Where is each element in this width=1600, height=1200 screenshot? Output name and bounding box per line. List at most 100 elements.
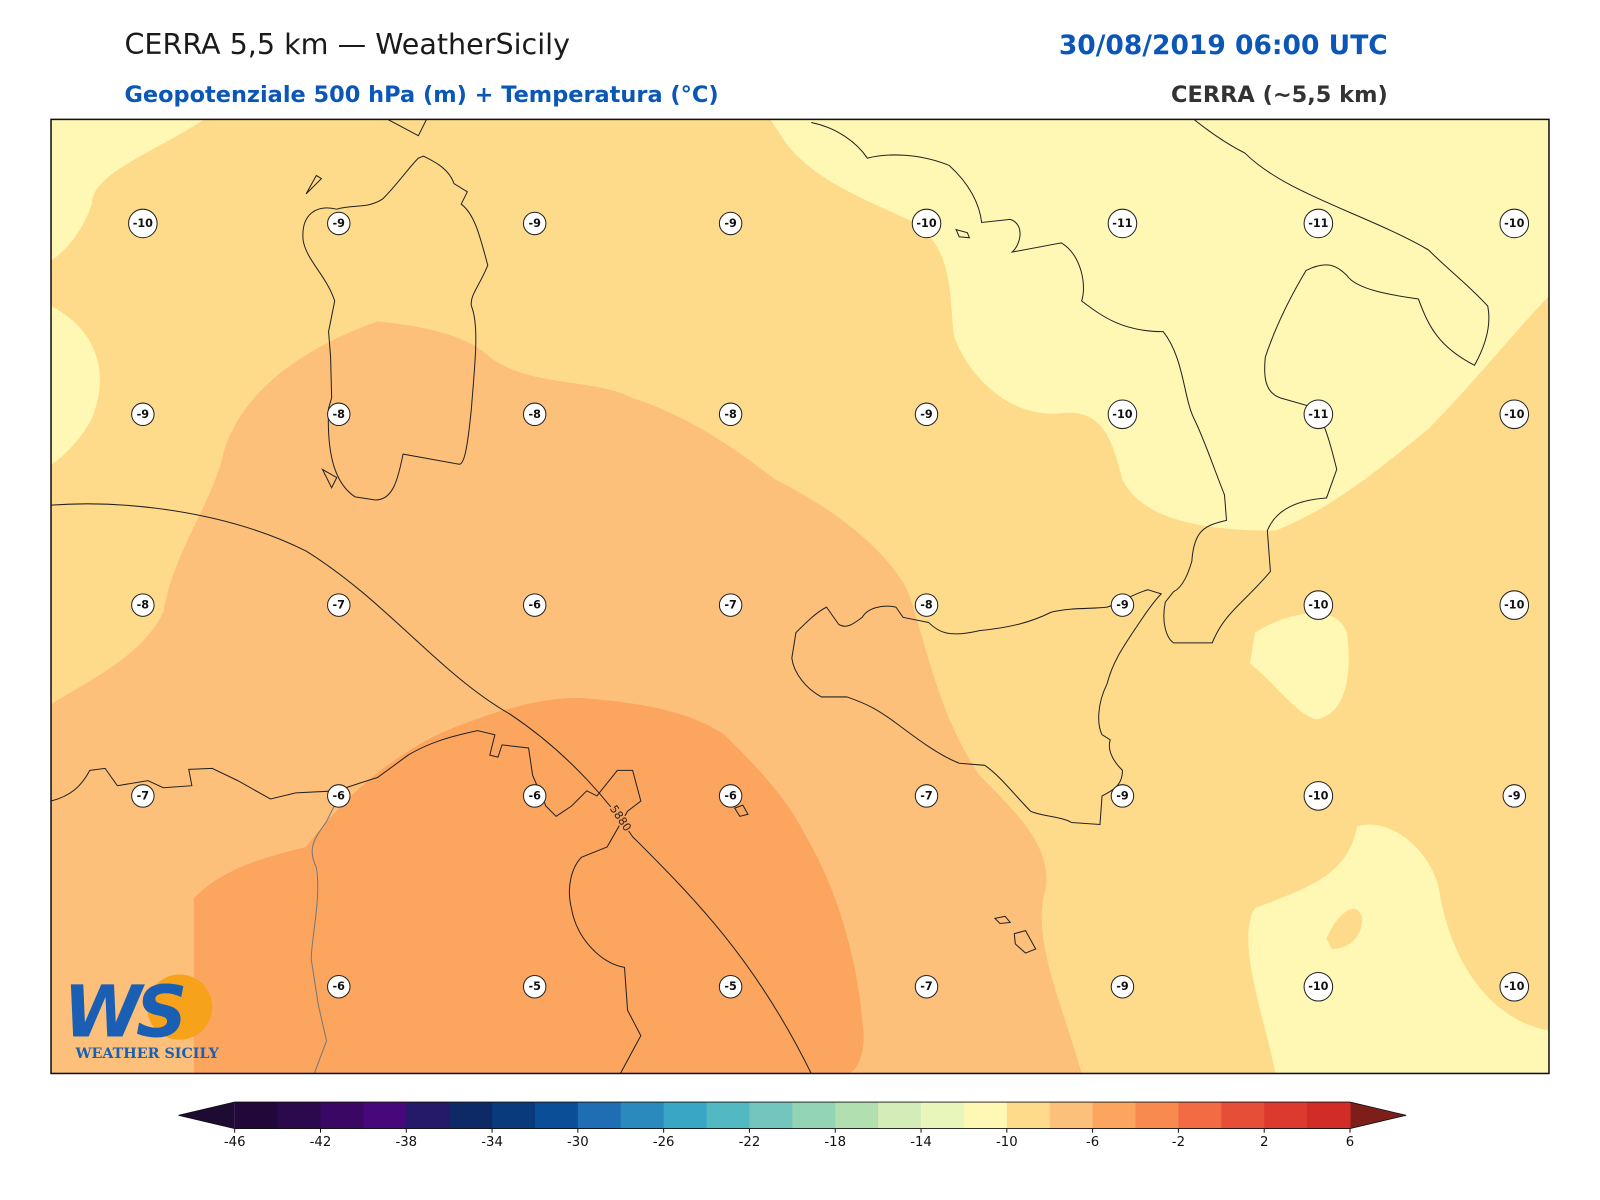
subtitle: Geopotenziale 500 hPa (m) + Temperatura … <box>124 82 718 108</box>
logo: WS WEATHER SICILY <box>63 971 219 1062</box>
value-label: -10 <box>1504 599 1524 612</box>
value-label: -7 <box>920 789 932 802</box>
grid-values: -10 -9 -9 -9 -10 -11 -11 -10 -9 -8 -8 -8 -9 -10 -11 -10… <box>128 208 1530 1002</box>
value-marker <box>131 402 155 427</box>
value-label: -7 <box>137 789 149 802</box>
coastline <box>791 589 1163 826</box>
coastline <box>51 730 642 1074</box>
value-label: -9 <box>1508 789 1521 802</box>
value-marker <box>327 784 351 808</box>
colorbar-segment <box>620 1102 665 1129</box>
colorbar-segment <box>1092 1102 1137 1129</box>
colorbar-segment <box>1006 1102 1051 1129</box>
value-marker <box>914 593 939 617</box>
value-marker <box>914 975 939 999</box>
colorbar-tick-label: -38 <box>395 1135 417 1150</box>
colorbar: -46 -42 -38 -34 -30 -26 -22 -18 -14 -10 -6 -2 2 6 <box>178 1101 1407 1150</box>
colorbar-tick-label: -18 <box>824 1135 846 1150</box>
value-marker <box>1303 971 1334 1002</box>
value-marker <box>1499 971 1530 1002</box>
value-marker <box>1502 784 1527 808</box>
colorbar-tick-label: -34 <box>481 1135 503 1150</box>
colorbar-segment <box>320 1102 364 1129</box>
colorbar-segment <box>577 1102 622 1129</box>
value-marker <box>718 211 743 236</box>
field-cold <box>51 306 100 465</box>
value-marker <box>1107 399 1138 430</box>
value-label: -6 <box>333 980 346 993</box>
colorbar-segment <box>1307 1102 1351 1129</box>
colorbar-under <box>178 1102 235 1129</box>
value-label: -10 <box>1112 408 1132 421</box>
value-label: -11 <box>1308 408 1328 421</box>
colorbar-segment <box>663 1102 708 1129</box>
value-marker <box>131 593 155 617</box>
value-marker <box>1303 781 1334 811</box>
colorbar-segment <box>963 1102 1008 1129</box>
coastline <box>733 804 749 817</box>
value-label: -9 <box>333 217 346 230</box>
value-marker <box>327 211 351 236</box>
field-cold <box>1248 824 1549 1074</box>
value-label: -9 <box>1116 599 1129 612</box>
colorbar-segment <box>449 1102 493 1129</box>
coastline <box>1013 930 1037 954</box>
value-label: -5 <box>724 980 737 993</box>
map: 5880 -10 -9 -9 -9 -10 -11 -11 -10-9 -8 -8 -8 -9 -10-… <box>51 119 1549 1074</box>
colorbar-segment <box>792 1102 836 1129</box>
colorbar-tick-label: -6 <box>1086 1135 1099 1150</box>
value-label: -9 <box>528 217 541 230</box>
colorbar-tick-label: -2 <box>1172 1135 1185 1150</box>
colorbar-segment <box>1221 1102 1265 1129</box>
value-marker <box>718 975 743 999</box>
value-label: -9 <box>1116 980 1129 993</box>
datetime: 30/08/2019 06:00 UTC <box>1059 30 1388 61</box>
logo-name: WEATHER SICILY <box>75 1046 220 1062</box>
value-marker <box>1110 593 1135 617</box>
colorbar-segment <box>234 1102 279 1129</box>
colorbar-tick-label: -46 <box>224 1135 246 1150</box>
colorbar-segment <box>406 1102 450 1129</box>
border <box>310 800 338 1074</box>
value-label: -7 <box>333 599 345 612</box>
colorbar-over <box>1350 1102 1407 1129</box>
value-marker <box>1110 975 1135 999</box>
value-marker <box>327 593 351 617</box>
colorbar-segment <box>878 1102 922 1129</box>
coastline <box>321 468 338 489</box>
value-marker <box>1303 208 1334 239</box>
value-marker <box>1499 399 1530 430</box>
value-label: -10 <box>916 217 936 230</box>
value-marker <box>718 593 743 617</box>
value-marker <box>1303 590 1334 620</box>
value-label: -8 <box>528 408 541 421</box>
value-label: -9 <box>1116 789 1129 802</box>
value-marker <box>1110 784 1135 808</box>
source: CERRA (~5,5 km) <box>1171 82 1388 108</box>
colorbar-segment <box>1178 1102 1222 1129</box>
colorbar-segment <box>534 1102 579 1129</box>
field-cold <box>51 119 205 261</box>
value-marker <box>914 784 939 808</box>
coastline <box>993 915 1012 925</box>
value-marker <box>522 593 547 617</box>
coastline <box>955 228 971 239</box>
value-marker <box>327 402 351 427</box>
value-label: -9 <box>920 408 933 421</box>
value-label: -10 <box>1504 980 1524 993</box>
value-label: -10 <box>1308 980 1328 993</box>
value-label: -10 <box>1308 599 1328 612</box>
contour-line <box>51 503 812 1074</box>
value-label: -6 <box>333 789 346 802</box>
value-marker <box>522 211 547 236</box>
colorbar-tick-label: -10 <box>996 1135 1018 1150</box>
value-label: -11 <box>1112 217 1132 230</box>
value-label: -5 <box>528 980 541 993</box>
coastline <box>811 119 1490 644</box>
value-marker <box>914 402 939 427</box>
value-label: -10 <box>1504 408 1524 421</box>
coastline <box>302 155 489 501</box>
coastline <box>305 174 323 195</box>
value-marker <box>1303 399 1334 430</box>
